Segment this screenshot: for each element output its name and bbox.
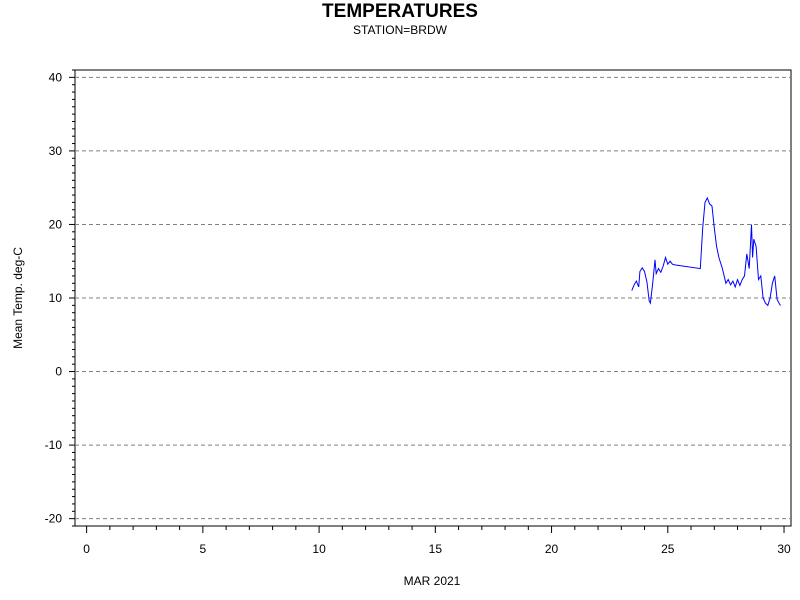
- y-tick-label: 30: [49, 144, 63, 158]
- x-tick-label: 5: [200, 542, 207, 556]
- chart-title: TEMPERATURES: [322, 1, 478, 22]
- y-tick-label: 40: [49, 70, 63, 84]
- chart-subtitle: STATION=BRDW: [353, 23, 447, 37]
- y-tick-label: 20: [49, 217, 63, 231]
- series-layer: [631, 196, 781, 307]
- x-tick-label: 10: [312, 542, 326, 556]
- y-axis: -20 -10 0 10 20 30 40: [45, 69, 75, 527]
- x-tick-label: 30: [777, 542, 791, 556]
- series-line: [631, 196, 781, 307]
- x-axis: 0 5 10 15 20 25 30: [83, 526, 791, 556]
- gridlines: [75, 76, 791, 520]
- x-tick-label: 20: [545, 542, 559, 556]
- y-tick-label: 10: [49, 291, 63, 305]
- y-tick-label: 0: [55, 365, 62, 379]
- x-axis-title: MAR 2021: [404, 574, 461, 588]
- y-tick-label: -20: [45, 512, 63, 526]
- y-axis-title: Mean Temp. deg-C: [11, 247, 25, 349]
- x-tick-label: 25: [661, 542, 675, 556]
- x-tick-label: 15: [429, 542, 443, 556]
- x-tick-label: 0: [83, 542, 90, 556]
- y-tick-label: -10: [45, 438, 63, 452]
